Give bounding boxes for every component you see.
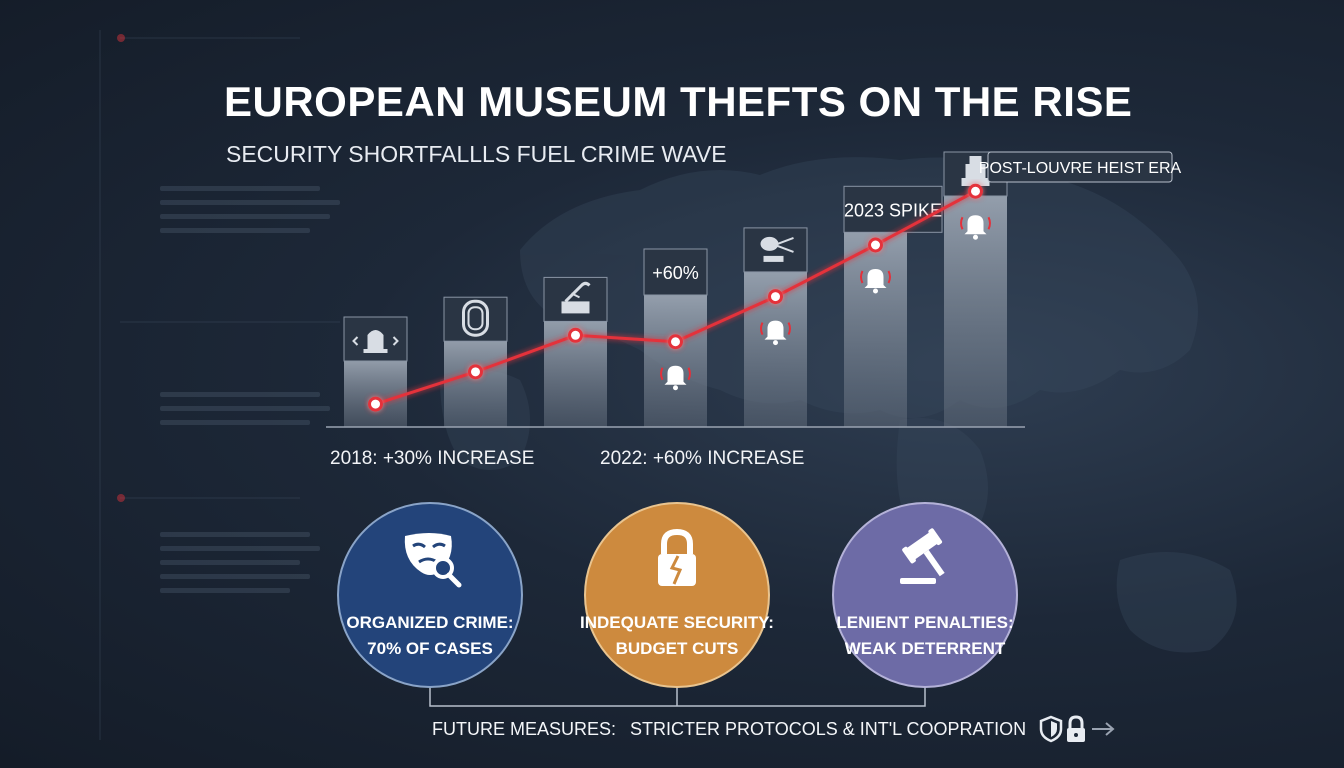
factor-detail: BUDGET CUTS — [615, 639, 739, 658]
factor-title: LENIENT PENALTIES: — [836, 613, 1014, 632]
page-subtitle: SECURITY SHORTFALLLS FUEL CRIME WAVE — [226, 141, 727, 167]
shield-icon — [1039, 715, 1063, 743]
page-title: EUROPEAN MUSEUM THEFTS ON THE RISE — [224, 78, 1133, 125]
bar-icon-frame — [743, 227, 808, 273]
factor-title: ORGANIZED CRIME: — [346, 613, 514, 632]
padlock-icon — [1067, 715, 1086, 742]
future-measures: FUTURE MEASURES: STRICTER PROTOCOLS & IN… — [432, 715, 1118, 743]
caption-2022: 2022: +60% INCREASE — [600, 448, 805, 469]
bar — [344, 361, 407, 427]
trend-point — [768, 289, 783, 305]
alarm-bell-icon — [860, 269, 891, 294]
alarm-bell-icon — [960, 215, 991, 240]
annotation-frame — [643, 248, 708, 296]
bar-annotation: +60% — [652, 263, 699, 283]
bar-icon-frame — [543, 276, 608, 322]
drill-tool-icon — [760, 236, 794, 262]
gavel-icon — [900, 528, 945, 584]
trend-point — [668, 334, 683, 350]
trend-point — [868, 237, 883, 253]
vault-door-icon — [462, 299, 489, 337]
broken-padlock-icon — [658, 528, 696, 586]
bar — [444, 341, 507, 427]
mask-magnifier-icon — [404, 533, 462, 588]
bar-annotation: 2023 SPIKE — [844, 200, 942, 220]
trend-point — [468, 364, 483, 380]
alarm-bell-icon — [760, 320, 791, 346]
trend-point — [568, 327, 583, 343]
arrow-right-icon — [1092, 722, 1115, 736]
alarm-bell-icon — [660, 365, 691, 391]
annotation-frame — [843, 185, 943, 233]
trend-point — [368, 396, 383, 412]
statue-icon — [961, 156, 990, 186]
bar — [844, 232, 907, 427]
trend-point — [968, 183, 983, 199]
future-measures-text: STRICTER PROTOCOLS & INT'L COOPRATION — [630, 718, 1027, 739]
factor-detail: WEAK DETERRENT — [844, 639, 1006, 658]
factor-inadequate-security: INDEQUATE SECURITY: BUDGET CUTS — [580, 502, 774, 688]
bar-annotation: POST-LOUVRE HEIST ERA — [979, 160, 1182, 177]
bar — [644, 295, 707, 427]
factor-detail: 70% OF CASES — [367, 639, 493, 658]
factor-organized-crime: ORGANIZED CRIME: 70% OF CASES — [337, 502, 523, 688]
alarm-siren-icon — [352, 330, 399, 353]
crowbar-tool-icon — [561, 281, 591, 314]
factor-title: INDEQUATE SECURITY: — [580, 613, 774, 632]
annotation-frame — [987, 151, 1173, 183]
factor-lenient-penalties: LENIENT PENALTIES: WEAK DETERRENT — [832, 502, 1018, 688]
caption-2018: 2018: +30% INCREASE — [330, 448, 535, 469]
bar — [944, 196, 1007, 427]
future-measures-label: FUTURE MEASURES: — [432, 718, 617, 739]
